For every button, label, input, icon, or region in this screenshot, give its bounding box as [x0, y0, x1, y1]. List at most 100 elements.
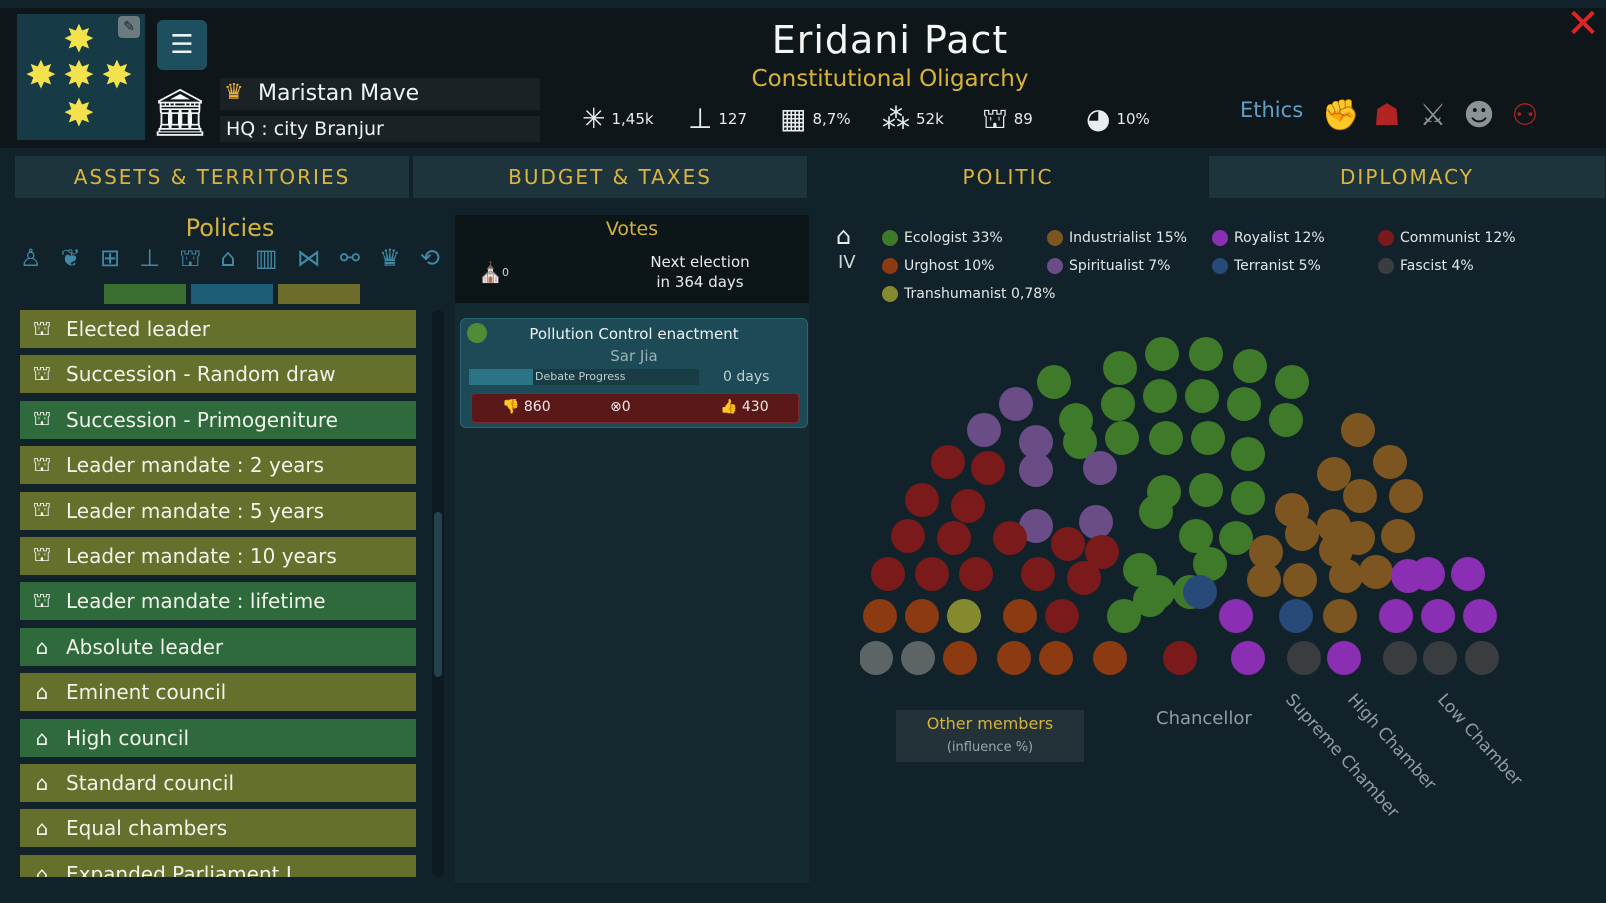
policy-item[interactable]: ⛫ Elected leader: [20, 310, 416, 348]
policy-item[interactable]: ⌂ High council: [20, 718, 416, 757]
policy-item[interactable]: ⌂ Expanded Parliament I: [20, 854, 416, 877]
crown-icon[interactable]: ♛: [379, 244, 401, 272]
parliament-seat[interactable]: [1329, 559, 1363, 593]
policy-item[interactable]: ⌂ Absolute leader: [20, 627, 416, 666]
parliament-seat[interactable]: [1039, 641, 1073, 675]
worker-icon[interactable]: ☻: [1463, 98, 1495, 133]
parliament-seat[interactable]: [1145, 337, 1179, 371]
parliament-seat[interactable]: [1379, 599, 1413, 633]
parliament-seat[interactable]: [1163, 641, 1197, 675]
parliament-seat[interactable]: [1185, 379, 1219, 413]
parliament-seat[interactable]: [1327, 641, 1361, 675]
vote-proposal-card[interactable]: Pollution Control enactment Sar Jia Deba…: [460, 318, 808, 428]
parliament-seat[interactable]: [1037, 365, 1071, 399]
network-icon[interactable]: ⋈: [296, 244, 321, 272]
wreath-icon[interactable]: ❦: [60, 244, 81, 272]
parliament-seat[interactable]: [1231, 641, 1265, 675]
parliament-seat[interactable]: [1421, 599, 1455, 633]
parliament-seat[interactable]: [1359, 555, 1393, 589]
tab-diplomacy[interactable]: DIPLOMACY: [1209, 156, 1605, 198]
parliament-seat[interactable]: [905, 483, 939, 517]
parliament-seat[interactable]: [860, 641, 893, 675]
parliament-seat[interactable]: [1283, 563, 1317, 597]
parliament-seat[interactable]: [1149, 421, 1183, 455]
policy-item[interactable]: ⛫ Leader mandate : lifetime: [20, 582, 416, 621]
parliament-seat[interactable]: [993, 521, 1027, 555]
parliament-seat[interactable]: [1275, 365, 1309, 399]
parliament-seat[interactable]: [937, 521, 971, 555]
parliament-seat[interactable]: [1269, 403, 1303, 437]
parliament-seat[interactable]: [1103, 351, 1137, 385]
parliament-seat[interactable]: [1019, 453, 1053, 487]
parliament-seat[interactable]: [1021, 557, 1055, 591]
parliament-seat[interactable]: [1463, 599, 1497, 633]
policy-item[interactable]: ⌂ Eminent council: [20, 673, 416, 712]
parliament-seat[interactable]: [1287, 641, 1321, 675]
parliament-seat[interactable]: [1193, 547, 1227, 581]
parliament-seat[interactable]: [1247, 563, 1281, 597]
policy-item[interactable]: ⌂ Standard council: [20, 763, 416, 802]
parliament-seat[interactable]: [891, 519, 925, 553]
parliament-seat[interactable]: [1183, 575, 1217, 609]
person-icon[interactable]: ♙: [20, 244, 42, 272]
parliament-seat[interactable]: [1019, 509, 1053, 543]
parliament-seat[interactable]: [931, 445, 965, 479]
parliament-seat[interactable]: [1319, 533, 1353, 567]
stamp-icon[interactable]: ⊥: [139, 244, 161, 272]
gift-icon[interactable]: ⊞: [99, 244, 121, 272]
handshake-icon[interactable]: ⚯: [339, 244, 360, 272]
close-button[interactable]: ✕: [1565, 4, 1601, 44]
parliament-seat[interactable]: [1411, 557, 1445, 591]
parliament-seat[interactable]: [1141, 575, 1175, 609]
parliament-seat[interactable]: [1231, 437, 1265, 471]
parliament-seat[interactable]: [1067, 561, 1101, 595]
parliament-seat[interactable]: [871, 557, 905, 591]
parliament-seat[interactable]: [1423, 641, 1457, 675]
parliament-seat[interactable]: [971, 451, 1005, 485]
parliament-seat[interactable]: [1093, 641, 1127, 675]
military-cap-icon[interactable]: ☗: [1373, 98, 1401, 133]
parliament-seat[interactable]: [1373, 445, 1407, 479]
policy-item[interactable]: ⛫ Leader mandate : 2 years: [20, 446, 416, 485]
parliament-seat[interactable]: [1383, 641, 1417, 675]
parliament-seat[interactable]: [951, 489, 985, 523]
other-members-box[interactable]: Other members (influence %): [896, 710, 1084, 762]
leader-row[interactable]: ♛ Maristan Mave: [220, 78, 540, 110]
parliament-seat[interactable]: [1003, 599, 1037, 633]
stat-population[interactable]: ⁂ 52k: [882, 100, 944, 138]
parliament-seat[interactable]: [1219, 599, 1253, 633]
stat-network[interactable]: ✳ 1,45k: [582, 100, 654, 138]
stat-stamp[interactable]: ⊥ 127: [688, 100, 747, 138]
stat-hierarchy[interactable]: ⛫ 89: [982, 100, 1033, 138]
parliament-seat[interactable]: [1191, 421, 1225, 455]
parliament-seat[interactable]: [1079, 505, 1113, 539]
parliament-seat[interactable]: [943, 641, 977, 675]
parliament-seat[interactable]: [1101, 387, 1135, 421]
documents-button[interactable]: ☰: [157, 20, 207, 70]
parliament-seat[interactable]: [1231, 481, 1265, 515]
parliament-seat[interactable]: [1083, 451, 1117, 485]
parliament-seat[interactable]: [915, 557, 949, 591]
policy-item[interactable]: ⌂ Equal chambers: [20, 809, 416, 848]
parliament-seat[interactable]: [1189, 473, 1223, 507]
hq-row[interactable]: HQ : city Branjur: [220, 116, 540, 142]
parliament-seat[interactable]: [1279, 599, 1313, 633]
parliament-seat[interactable]: [1323, 599, 1357, 633]
parliament-seat[interactable]: [1249, 535, 1283, 569]
fist-icon[interactable]: ✊: [1322, 98, 1360, 133]
stat-pollution[interactable]: ◕ 10%: [1086, 100, 1150, 138]
parliament-seat[interactable]: [1343, 479, 1377, 513]
tab-assets-territories[interactable]: ASSETS & TERRITORIES: [15, 156, 409, 198]
institution-icon[interactable]: ⌂: [220, 244, 236, 272]
parliament-seat[interactable]: [1051, 527, 1085, 561]
hierarchy-icon[interactable]: ⛫: [179, 244, 202, 272]
recycle-icon[interactable]: ⟲: [419, 244, 440, 272]
policy-item[interactable]: ⛫ Leader mandate : 5 years: [20, 491, 416, 530]
parliament-seat[interactable]: [1219, 521, 1253, 555]
policy-item[interactable]: ⛫ Leader mandate : 10 years: [20, 536, 416, 575]
parliament-seat[interactable]: [1381, 519, 1415, 553]
building-icon[interactable]: ▥: [254, 244, 278, 272]
policy-scrollbar-thumb[interactable]: [434, 512, 442, 677]
crowd-icon[interactable]: ⚇: [1511, 98, 1539, 133]
parliament-seat[interactable]: [997, 641, 1031, 675]
